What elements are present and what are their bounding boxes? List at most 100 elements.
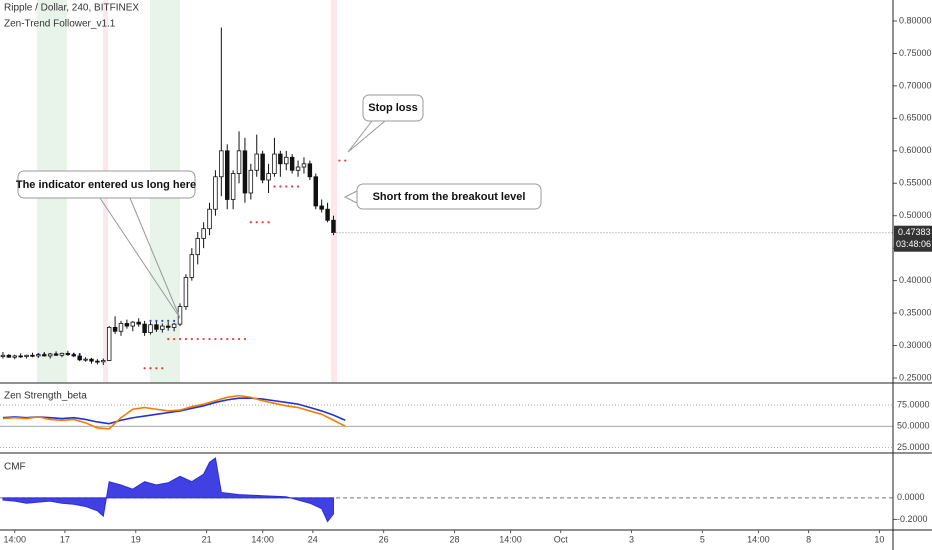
candle-body <box>136 321 141 325</box>
pane-title: Zen Strength_beta <box>4 391 87 402</box>
x-tick-label: 24 <box>308 534 318 544</box>
candle-body <box>24 354 29 357</box>
callout-pointer <box>343 190 358 204</box>
callout-box <box>362 94 424 122</box>
x-tick-label: 14:00 <box>251 534 274 544</box>
countdown-label: 03:48:06 <box>896 239 931 249</box>
indicator-dot <box>143 367 146 370</box>
candle-body <box>325 208 330 221</box>
y-tick-label: 0.75000 <box>899 48 932 58</box>
x-tick-label: 8 <box>806 534 811 544</box>
candle-body <box>18 355 23 358</box>
x-tick-label: 14:00 <box>3 534 26 544</box>
indicator-dot <box>255 221 258 224</box>
x-tick-label: 5 <box>700 534 705 544</box>
candle-body <box>236 150 242 174</box>
y-tick-label: 50.0000 <box>897 421 930 431</box>
callout-box <box>17 170 196 199</box>
indicator-dot <box>155 367 158 370</box>
indicator-dot <box>196 337 199 341</box>
candle-body <box>219 150 224 178</box>
candle-body <box>183 276 189 307</box>
candle-body <box>0 354 6 357</box>
candle-body <box>30 354 35 357</box>
indicator-dot <box>214 337 217 341</box>
indicator-dot <box>149 319 152 322</box>
candle-body <box>77 355 82 361</box>
candle-body <box>171 323 177 328</box>
indicator-dot <box>161 319 164 322</box>
candle-body <box>71 354 77 357</box>
candle-body <box>213 176 218 210</box>
y-tick-label: 0.25000 <box>899 372 932 382</box>
indicator-dot <box>226 337 229 341</box>
indicator-dot <box>243 337 247 341</box>
candle-body <box>106 326 112 361</box>
strength-line <box>2 394 346 430</box>
candle-body <box>59 352 65 356</box>
chart-title: Ripple / Dollar, 240, BITFINEX <box>4 3 139 14</box>
candle-body <box>101 360 106 363</box>
indicator-dot <box>161 367 164 370</box>
x-tick-label: 19 <box>131 534 141 544</box>
y-tick-label: 0.80000 <box>899 15 932 25</box>
candle-body <box>201 228 206 239</box>
y-tick-label: 0.55000 <box>899 178 932 188</box>
strength-line <box>2 397 346 425</box>
candle-body <box>154 324 159 330</box>
candle-body <box>307 163 313 178</box>
indicator-dot <box>279 185 282 188</box>
candle-body <box>6 354 12 358</box>
indicator-dot <box>285 185 288 188</box>
indicator-dot <box>173 337 176 341</box>
candle-body <box>331 219 336 233</box>
candle-body <box>195 238 200 256</box>
candle-body <box>83 358 88 361</box>
candle-body <box>53 353 59 356</box>
x-tick-label: 26 <box>379 534 389 544</box>
indicator-dot <box>237 337 241 341</box>
indicator-dot <box>208 337 211 341</box>
pane-title: CMF <box>4 462 26 473</box>
indicator-dot <box>155 319 158 322</box>
candle-body <box>95 360 100 363</box>
cmf-area <box>2 457 334 523</box>
indicator-dot <box>344 159 347 162</box>
x-tick-label: 28 <box>449 534 459 544</box>
indicator-dot <box>167 337 170 341</box>
indicator-name: Zen-Trend Follower_v1.1 <box>4 19 116 30</box>
x-tick-label: 21 <box>202 534 212 544</box>
y-tick-label: -0.2000 <box>897 514 928 524</box>
candle-body <box>42 354 47 357</box>
candle-body <box>142 323 147 333</box>
candle-body <box>319 205 324 210</box>
indicator-dot <box>296 185 300 188</box>
candle-body <box>207 208 212 230</box>
y-tick-label: 0.30000 <box>899 340 932 350</box>
y-tick-label: 0.40000 <box>899 275 932 285</box>
indicator-dot <box>190 337 193 341</box>
callout-pointer <box>347 120 386 153</box>
indicator-dot <box>220 337 223 341</box>
candle-body <box>225 150 230 200</box>
callout-text: Short from the breakout level <box>373 191 526 203</box>
y-tick-label: 0.60000 <box>899 145 932 155</box>
y-tick-label: 25.0000 <box>897 442 930 452</box>
indicator-dot <box>202 337 205 341</box>
y-tick-label: 0.50000 <box>899 210 932 220</box>
candle-body <box>189 254 195 278</box>
indicator-dot <box>249 221 252 224</box>
candle-body <box>130 321 136 327</box>
candle-body <box>89 358 94 362</box>
y-tick-label: 0.70000 <box>899 80 932 90</box>
candle-body <box>47 353 53 357</box>
indicator-dot <box>291 185 294 188</box>
candle-body <box>313 176 318 207</box>
candle-body <box>248 169 254 194</box>
candle-body <box>118 323 124 332</box>
candle-body <box>165 325 171 328</box>
candle-body <box>160 325 165 330</box>
indicator-dot <box>267 221 270 224</box>
y-tick-label: 0.35000 <box>899 307 932 317</box>
candle-body <box>242 150 248 194</box>
